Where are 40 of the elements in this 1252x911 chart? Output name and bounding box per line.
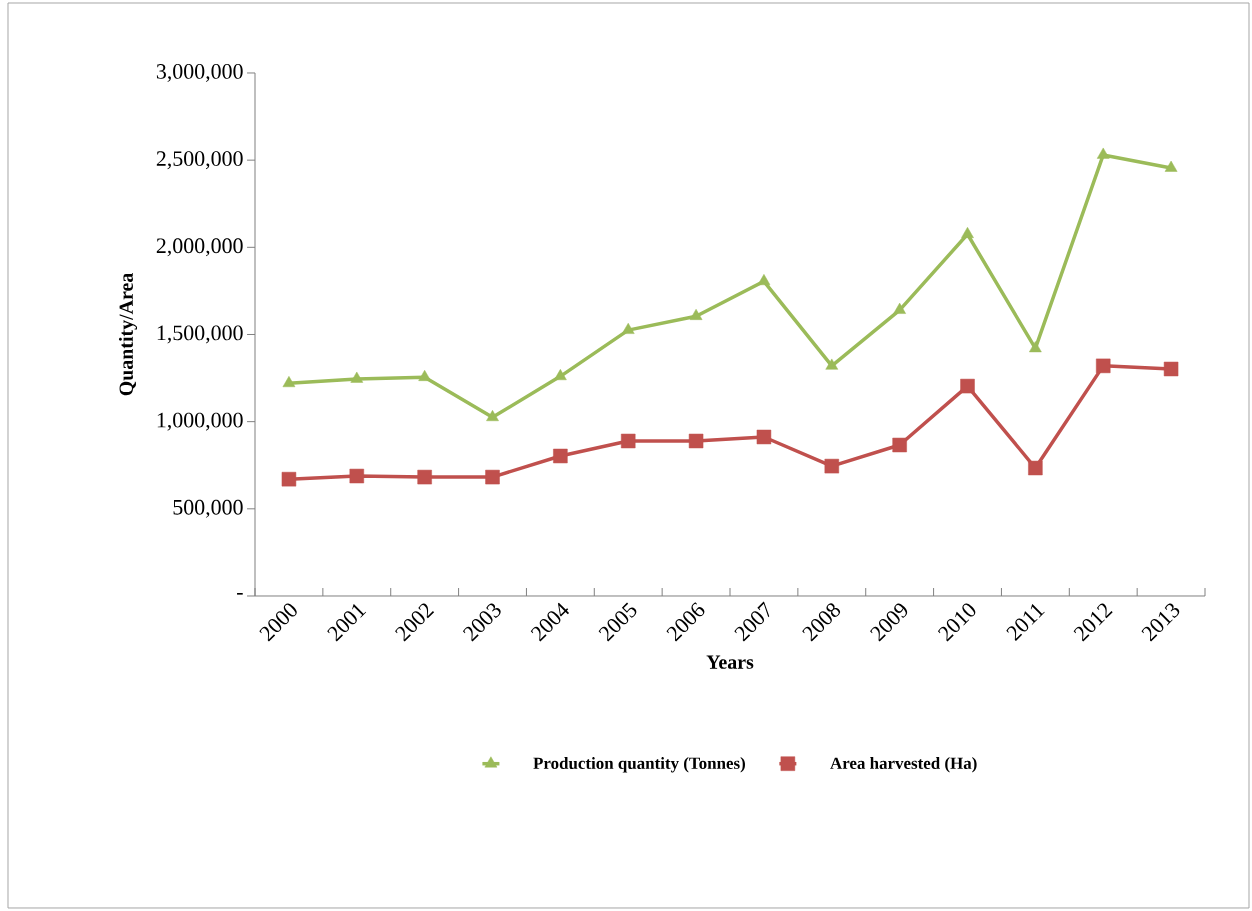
y-tick-label: 1,500,000: [157, 325, 243, 344]
point: [486, 410, 499, 422]
point: [1096, 147, 1110, 159]
point: [281, 471, 297, 487]
point: [825, 358, 839, 370]
point: [893, 302, 906, 314]
point: [621, 433, 636, 449]
y-tick-label: 3,000,000: [156, 64, 243, 82]
legend-label: Production quantity (Tonnes): [533, 757, 745, 773]
y-axis-title: Quantity/Area: [118, 272, 138, 396]
point: [417, 469, 432, 485]
point: [688, 433, 704, 449]
legend-label: Area harvested (Ha): [830, 757, 977, 773]
point: [282, 376, 296, 388]
point: [1163, 361, 1179, 377]
point: [349, 468, 365, 484]
y-tick-label: 1,000,000: [157, 412, 243, 431]
y-tick-label: 500,000: [173, 499, 243, 518]
point: [485, 469, 500, 485]
y-tick-label: 2,500,000: [156, 151, 243, 170]
point: [1096, 358, 1111, 374]
point: [689, 308, 703, 320]
point: [350, 371, 364, 383]
x-axis-title: Years: [706, 655, 754, 669]
point: [1028, 460, 1043, 476]
x-tick-label: 2011: [1006, 604, 1045, 641]
point: [756, 429, 772, 445]
point: [960, 378, 975, 394]
y-tick-label: -: [237, 592, 243, 595]
point: [824, 458, 840, 474]
point: [892, 437, 907, 453]
point: [757, 274, 771, 286]
point: [621, 322, 635, 334]
point: [1029, 341, 1042, 353]
y-tick-label: 2,000,000: [156, 238, 243, 257]
point: [1164, 160, 1178, 172]
point: [553, 448, 568, 464]
point: [554, 369, 567, 381]
point: [418, 369, 431, 381]
point: [961, 227, 974, 238]
